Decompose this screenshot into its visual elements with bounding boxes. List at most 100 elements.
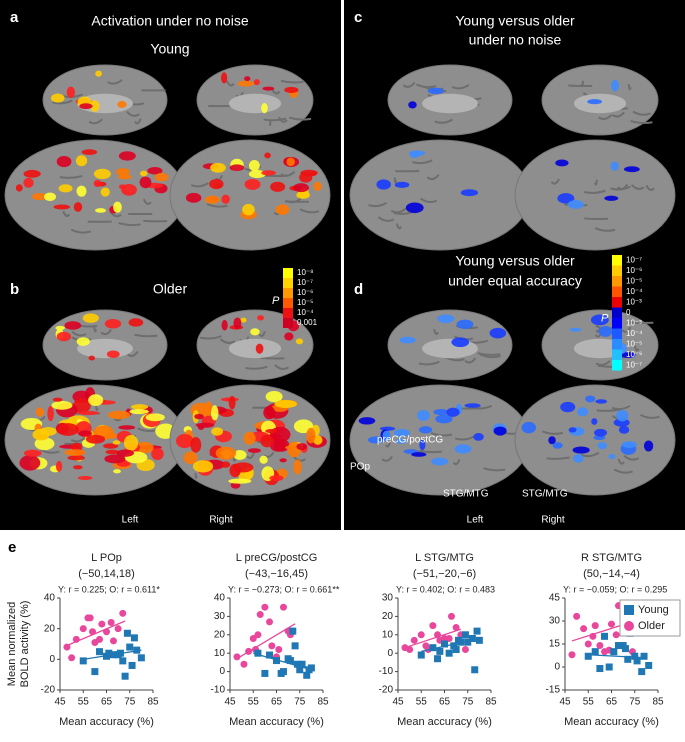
activation-blob: [618, 425, 630, 434]
activation-blob: [221, 319, 228, 331]
point: [417, 651, 425, 659]
activation-blob: [409, 151, 420, 159]
activation-blob: [210, 405, 219, 421]
point: [452, 623, 460, 631]
activation-blob: [620, 352, 636, 359]
activation-blob: [248, 160, 260, 172]
x-tick-label: 65: [606, 697, 618, 708]
y-tick-label: 0: [387, 648, 393, 659]
activation-blob: [257, 315, 264, 321]
point: [584, 640, 592, 648]
colorbar-label: 10⁻⁷: [626, 255, 642, 264]
sulcus: [52, 99, 73, 105]
x-tick-label: 75: [294, 697, 306, 708]
chart-subtitle: (50,−14,−4): [583, 568, 640, 580]
x-tick-label: 75: [124, 697, 136, 708]
point: [468, 634, 476, 642]
activation-blob: [76, 337, 90, 346]
sulcus: [206, 203, 228, 208]
point: [429, 622, 437, 630]
sulcus: [426, 174, 440, 181]
activation-blob: [34, 437, 55, 451]
activation-blob: [233, 317, 242, 329]
activation-blob: [431, 457, 449, 466]
activation-blob: [56, 156, 72, 168]
sulcus: [142, 198, 152, 205]
activation-blob: [55, 460, 63, 472]
activation-blob: [117, 100, 127, 108]
colorbar-label: 10⁻⁶: [626, 266, 642, 275]
x-tick-label: 85: [652, 697, 664, 708]
activation-blob: [118, 151, 136, 161]
activation-blob: [103, 443, 119, 449]
activation-blob: [590, 314, 609, 326]
activation-blob: [552, 442, 563, 449]
point: [612, 631, 620, 639]
x-tick-label: 65: [439, 697, 451, 708]
chart-stats: Y: r = −0.273; O: r = 0.661**: [228, 584, 340, 594]
activation-blob: [295, 338, 304, 345]
point: [273, 657, 280, 665]
activation-blob: [568, 427, 577, 433]
activation-blob: [585, 395, 596, 403]
sulcus: [639, 414, 660, 419]
activation-blob: [279, 458, 287, 463]
activation-blob: [489, 327, 507, 339]
colorbar-label: 10⁻⁴: [297, 308, 314, 317]
fit-line: [253, 652, 312, 671]
point: [254, 631, 262, 639]
activation-blob: [88, 355, 95, 361]
x-tick-label: 55: [583, 697, 595, 708]
activation-blob: [90, 100, 100, 112]
activation-blob: [293, 183, 309, 193]
colorbar-title: P: [272, 295, 280, 307]
point: [436, 647, 444, 655]
activation-blob: [569, 327, 582, 332]
activation-blob: [52, 397, 63, 402]
sulcus: [621, 326, 632, 333]
sulcus: [263, 117, 287, 122]
point: [105, 649, 113, 657]
activation-blob: [560, 401, 576, 413]
point: [605, 663, 613, 671]
colorbar-cell: [612, 307, 622, 318]
activation-blob: [643, 440, 654, 452]
sulcus: [263, 451, 275, 458]
activation-blob: [417, 409, 430, 421]
panel-title: Older: [153, 281, 188, 297]
sulcus: [262, 174, 287, 178]
colorbar-cell: [612, 297, 622, 308]
activation-blob: [58, 184, 73, 193]
sulcus: [377, 216, 395, 222]
point: [130, 634, 138, 642]
activation-blob: [139, 176, 152, 189]
activation-blob: [555, 159, 569, 167]
activation-blob: [194, 413, 204, 420]
sulcus: [88, 118, 103, 125]
fit-line: [236, 623, 296, 660]
colorbar-cell: [612, 328, 622, 339]
colorbar-label: 10⁻⁵: [626, 339, 642, 348]
x-tick-label: 75: [462, 697, 474, 708]
point: [464, 638, 472, 646]
activation-blob: [19, 455, 41, 471]
activation-blob: [82, 313, 99, 323]
activation-blob: [611, 79, 620, 92]
activation-blob: [418, 426, 433, 434]
activation-blob: [211, 427, 224, 436]
activation-blob: [51, 400, 73, 410]
activation-blob: [192, 460, 214, 473]
activation-blob: [31, 192, 48, 201]
activation-blob: [262, 86, 275, 91]
activation-blob: [608, 453, 616, 459]
hemisphere-label: Right: [209, 515, 233, 526]
activation-blob: [446, 407, 460, 417]
sulcus: [70, 436, 86, 443]
y-tick-label: 40: [214, 593, 226, 604]
activation-blob: [265, 428, 278, 434]
activation-blob: [77, 475, 93, 480]
y-tick-label: -10: [211, 685, 226, 696]
activation-blob: [274, 399, 298, 408]
y-tick-label: 0: [49, 654, 55, 665]
activation-blob: [296, 443, 307, 451]
